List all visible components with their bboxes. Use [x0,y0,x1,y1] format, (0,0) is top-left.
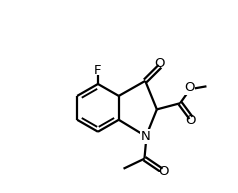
Text: O: O [155,57,165,70]
Text: O: O [186,114,196,127]
Text: O: O [159,165,169,178]
Text: N: N [141,130,151,143]
Text: F: F [94,64,102,77]
Text: O: O [184,81,195,94]
